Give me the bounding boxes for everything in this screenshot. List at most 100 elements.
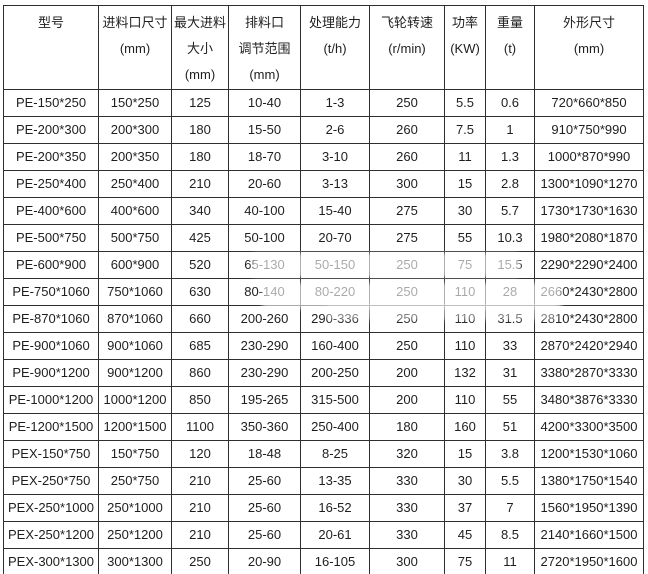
cell-discharge-adjust-range: 25-60 <box>228 467 301 495</box>
cell-feed-opening-size: 300*1300 <box>98 548 172 574</box>
cell-discharge-adjust-range: 200-260 <box>228 305 301 333</box>
cell-discharge-adjust-range: 10-40 <box>228 89 301 117</box>
table-row: PE-250*400 250*400 210 20-60 3-13 300 15 2.8 130… <box>3 170 644 198</box>
cell-weight: 5.5 <box>485 467 535 495</box>
cell-discharge-adjust-range: 230-290 <box>228 332 301 360</box>
cell-capacity: 250-400 <box>300 413 370 441</box>
cell-weight: 10.3 <box>485 224 535 252</box>
cell-flywheel-speed: 320 <box>369 440 445 468</box>
table-row: PE-870*1060 870*1060 660 200-260 290-336 250 1… <box>3 305 644 333</box>
cell-overall-dimensions: 1000*870*990 <box>534 143 644 171</box>
cell-max-feed-size: 685 <box>171 332 229 360</box>
cell-discharge-adjust-range: 230-290 <box>228 359 301 387</box>
cell-power: 5.5 <box>444 89 486 117</box>
cell-capacity: 2-6 <box>300 116 370 144</box>
cell-discharge-adjust-range: 350-360 <box>228 413 301 441</box>
cell-feed-opening-size: 400*600 <box>98 197 172 225</box>
cell-flywheel-speed: 275 <box>369 197 445 225</box>
cell-discharge-adjust-range: 18-48 <box>228 440 301 468</box>
cell-overall-dimensions: 1200*1530*1060 <box>534 440 644 468</box>
cell-capacity: 15-40 <box>300 197 370 225</box>
col-header-line: (t/h) <box>323 41 347 56</box>
cell-feed-opening-size: 250*1000 <box>98 494 172 522</box>
col-header-line: (mm) <box>184 67 216 82</box>
cell-feed-opening-size: 870*1060 <box>98 305 172 333</box>
cell-model: PEX-300*1300 <box>3 548 99 574</box>
col-header-line: (mm) <box>119 41 151 56</box>
cell-weight: 33 <box>485 332 535 360</box>
cell-flywheel-speed: 260 <box>369 116 445 144</box>
cell-max-feed-size: 850 <box>171 386 229 414</box>
cell-max-feed-size: 180 <box>171 116 229 144</box>
cell-feed-opening-size: 150*750 <box>98 440 172 468</box>
cell-model: PE-900*1200 <box>3 359 99 387</box>
cell-power: 110 <box>444 305 486 333</box>
col-header-line: (mm) <box>249 67 280 82</box>
cell-feed-opening-size: 900*1060 <box>98 332 172 360</box>
cell-max-feed-size: 860 <box>171 359 229 387</box>
cell-power: 30 <box>444 467 486 495</box>
cell-model: PE-600*900 <box>3 251 99 279</box>
cell-overall-dimensions: 2660*2430*2800 <box>534 278 644 306</box>
cell-feed-opening-size: 250*400 <box>98 170 172 198</box>
table-row: PEX-300*1300 300*1300 250 20-90 16-105 300 75 1… <box>3 548 644 574</box>
cell-flywheel-speed: 260 <box>369 143 445 171</box>
cell-model: PE-200*300 <box>3 116 99 144</box>
cell-model: PEX-150*750 <box>3 440 99 468</box>
cell-power: 110 <box>444 386 486 414</box>
cell-discharge-adjust-range: 25-60 <box>228 494 301 522</box>
cell-flywheel-speed: 275 <box>369 224 445 252</box>
cell-power: 15 <box>444 440 486 468</box>
col-header-line: 重量 <box>496 15 523 30</box>
cell-flywheel-speed: 250 <box>369 251 445 279</box>
cell-model: PEX-250*750 <box>3 467 99 495</box>
cell-weight: 1 <box>485 116 535 144</box>
cell-capacity: 8-25 <box>300 440 370 468</box>
cell-flywheel-speed: 300 <box>369 170 445 198</box>
col-header-line: 处理能力 <box>308 15 361 30</box>
cell-power: 110 <box>444 332 486 360</box>
cell-flywheel-speed: 180 <box>369 413 445 441</box>
table-row: PEX-150*750 150*750 120 18-48 8-25 320 15 3.8 12… <box>3 440 644 468</box>
table-row: PEX-250*750 250*750 210 25-60 13-35 330 30 5.5 1… <box>3 467 644 495</box>
cell-model: PE-1200*1500 <box>3 413 99 441</box>
cell-model: PE-250*400 <box>3 170 99 198</box>
col-header-line: 型号 <box>37 15 64 30</box>
col-header-weight: 重量 (t) <box>485 5 535 90</box>
cell-overall-dimensions: 1980*2080*1870 <box>534 224 644 252</box>
cell-max-feed-size: 520 <box>171 251 229 279</box>
table-row: PE-200*350 200*350 180 18-70 3-10 260 11 1.3 100… <box>3 143 644 171</box>
cell-discharge-adjust-range: 40-100 <box>228 197 301 225</box>
cell-capacity: 13-35 <box>300 467 370 495</box>
cell-model: PEX-250*1200 <box>3 521 99 549</box>
col-header-line: (KW) <box>450 41 480 56</box>
cell-max-feed-size: 210 <box>171 521 229 549</box>
cell-flywheel-speed: 330 <box>369 494 445 522</box>
cell-power: 55 <box>444 224 486 252</box>
table-row: PE-150*250 150*250 125 10-40 1-3 250 5.5 0.6 720… <box>3 89 644 117</box>
cell-discharge-adjust-range: 20-90 <box>228 548 301 574</box>
cell-flywheel-speed: 330 <box>369 467 445 495</box>
table-row: PE-1000*1200 1000*1200 850 195-265 315-500 20… <box>3 386 644 414</box>
cell-capacity: 315-500 <box>300 386 370 414</box>
cell-discharge-adjust-range: 25-60 <box>228 521 301 549</box>
table-row: PEX-250*1200 250*1200 210 25-60 20-61 330 45 8.… <box>3 521 644 549</box>
cell-power: 75 <box>444 548 486 574</box>
col-header-line: 最大进料 <box>173 15 226 30</box>
cell-model: PE-500*750 <box>3 224 99 252</box>
cell-flywheel-speed: 200 <box>369 386 445 414</box>
col-header-overall-dimensions: 外形尺寸 (mm) <box>534 5 644 90</box>
col-header-line: 飞轮转速 <box>380 15 433 30</box>
cell-overall-dimensions: 1300*1090*1270 <box>534 170 644 198</box>
cell-capacity: 20-61 <box>300 521 370 549</box>
cell-overall-dimensions: 3480*3876*3330 <box>534 386 644 414</box>
cell-flywheel-speed: 250 <box>369 278 445 306</box>
col-header-max-feed-size: 最大进料 大小 (mm) <box>171 5 229 90</box>
cell-model: PE-400*600 <box>3 197 99 225</box>
cell-weight: 55 <box>485 386 535 414</box>
table-row: PE-200*300 200*300 180 15-50 2-6 260 7.5 1 910*7… <box>3 116 644 144</box>
cell-feed-opening-size: 250*1200 <box>98 521 172 549</box>
cell-power: 132 <box>444 359 486 387</box>
cell-weight: 28 <box>485 278 535 306</box>
